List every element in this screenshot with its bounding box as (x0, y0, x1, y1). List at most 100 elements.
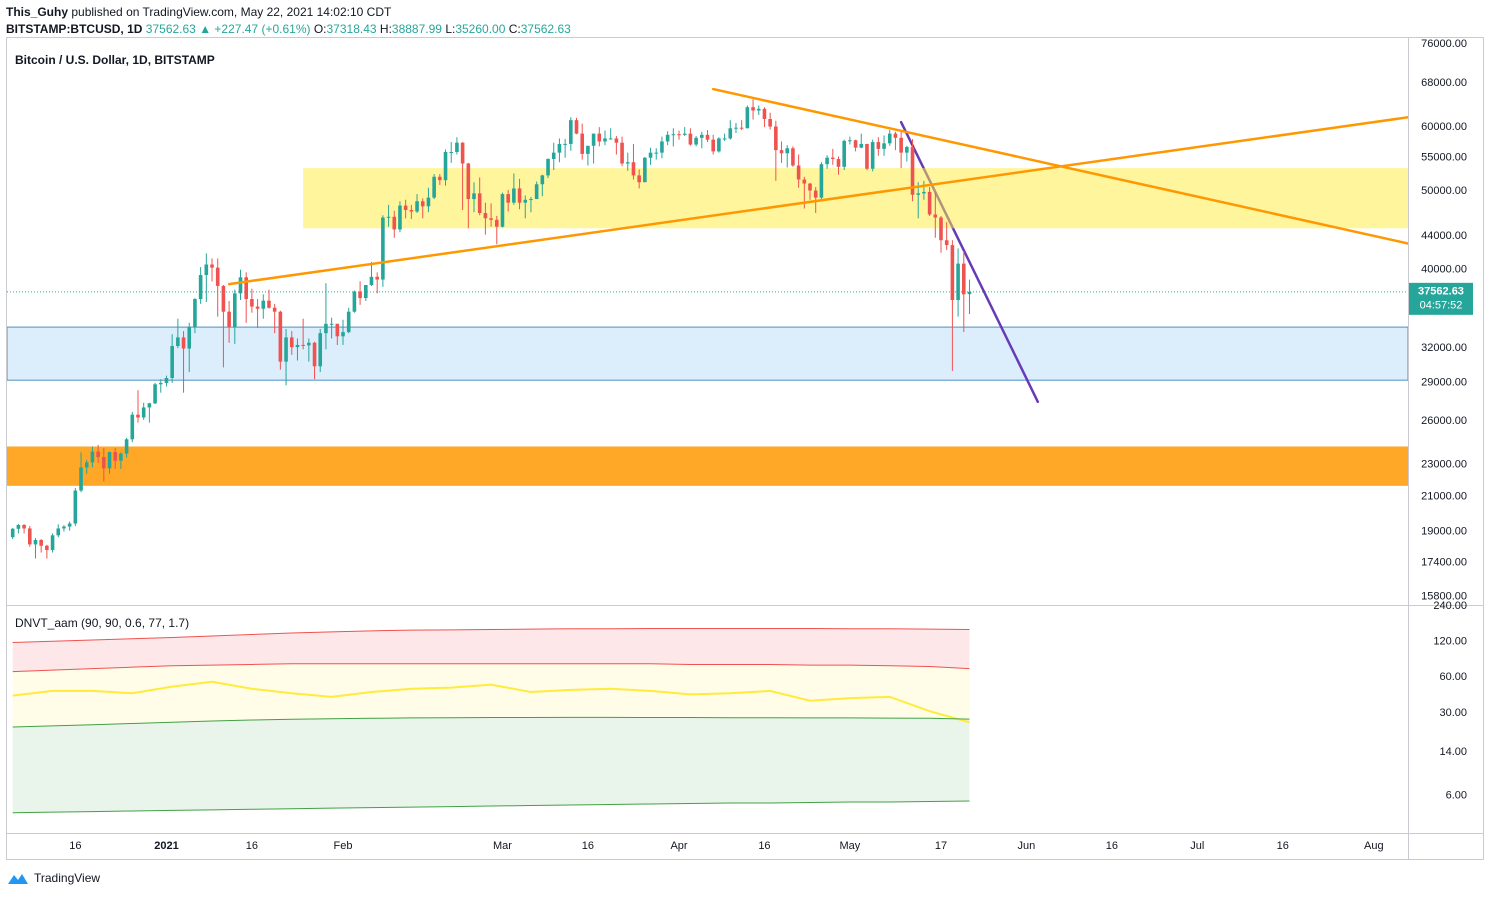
candle-body (591, 133, 596, 146)
candle-body (922, 191, 926, 194)
candle-body (728, 128, 733, 139)
candle-body (643, 157, 647, 183)
candle-body (318, 333, 323, 367)
candle-body (557, 143, 562, 153)
indicator-title: DNVT_aam (90, 90, 0.6, 77, 1.7) (15, 616, 189, 630)
candle-body (905, 147, 909, 153)
countdown: 04:57:52 (1420, 300, 1463, 312)
y-tick-label: 50000.00 (1421, 185, 1467, 197)
candle-body (620, 142, 624, 164)
candle-body (546, 158, 550, 176)
candle-body (961, 263, 966, 295)
candle-body (415, 201, 419, 212)
candle-body (22, 524, 26, 529)
candle-body (426, 197, 431, 207)
candle-body (819, 164, 824, 198)
y-tick-label: 76000.00 (1421, 38, 1467, 50)
y-tick-label: 60000.00 (1421, 121, 1467, 133)
candle-body (204, 264, 209, 276)
candle-body (893, 133, 898, 138)
candle-body (352, 291, 357, 312)
candle-body (756, 108, 761, 111)
candle-body (517, 188, 522, 203)
candle-body (84, 462, 89, 468)
candle-body (449, 152, 454, 154)
candle-body (96, 451, 100, 458)
candle-body (910, 147, 915, 195)
candle-body (62, 526, 66, 529)
candle-body (836, 158, 841, 167)
candle-body (477, 193, 482, 214)
candle-body (329, 323, 334, 325)
candle-body (346, 311, 351, 333)
candle-body (500, 194, 505, 227)
candle-body (950, 245, 955, 301)
indicator-line (12, 627, 970, 643)
axes: 16 2021 16 Feb Mar 16 Apr 16 May 17 Jun 16 Jul 16 Aug 7… (69, 38, 1473, 852)
x-tick-label: Jul (1190, 840, 1204, 852)
candle-body (369, 276, 374, 286)
candle-body (779, 150, 784, 154)
candle-body (688, 133, 693, 145)
candle-body (210, 264, 214, 268)
candle-body (443, 152, 448, 181)
candle-body (45, 545, 49, 550)
candle-body (147, 403, 152, 408)
candle-body (238, 277, 243, 294)
candle-body (956, 263, 960, 301)
candle-body (158, 382, 163, 385)
candle-body (603, 138, 607, 142)
candle-body (233, 293, 237, 327)
candle-body (802, 179, 807, 184)
candle-body (10, 528, 15, 538)
candle-body (648, 152, 653, 158)
candle-body (813, 190, 818, 198)
candle-body (671, 134, 676, 136)
y-tick-label: 44000.00 (1421, 230, 1467, 242)
symbol: BITSTAMP:BTCUSD, 1D (6, 22, 143, 36)
candle-body (73, 490, 78, 524)
candle-body (301, 344, 305, 346)
band-fill (12, 628, 970, 672)
candle-body (830, 157, 835, 159)
candle-body (654, 152, 659, 154)
candle-body (455, 142, 459, 153)
candle-body (438, 176, 442, 181)
candle-body (136, 414, 140, 418)
candle-body (848, 140, 852, 142)
candle-body (512, 188, 516, 203)
candle-body (307, 342, 311, 346)
candle-body (791, 148, 795, 166)
candle-body (768, 118, 772, 127)
zone (7, 326, 1408, 381)
indicator-line (12, 800, 970, 814)
candle-body (842, 140, 846, 167)
candle-body (739, 127, 744, 129)
candle-body (107, 452, 112, 469)
candle-body (403, 205, 408, 211)
candle-body (483, 213, 488, 219)
y-tick-label: 26000.00 (1421, 415, 1467, 427)
zone (7, 446, 1408, 486)
published: published on TradingView.com, May 22, 20… (71, 5, 392, 19)
candle-body (665, 134, 670, 142)
trend-line (227, 116, 1408, 286)
y-tick-label: 120.00 (1433, 636, 1467, 648)
candle-body (289, 337, 294, 348)
candle-body (295, 344, 300, 348)
candle-body (796, 165, 801, 180)
candle-body (244, 277, 248, 300)
publish-line: This_Guhy published on TradingView.com, … (6, 5, 391, 19)
price-pane (7, 87, 1408, 559)
candle-body (580, 133, 585, 154)
candle-body (153, 384, 157, 404)
y-tick-label: 17400.00 (1421, 556, 1467, 568)
y-tick-label: 14.00 (1439, 746, 1467, 758)
indicator-pane (12, 627, 970, 814)
ohlc-value: 37318.43 (326, 22, 377, 36)
ohlc-label: L: (445, 22, 456, 36)
candle-body (187, 326, 192, 349)
x-tick-label: Jun (1018, 840, 1036, 852)
y-tick-label: 240.00 (1433, 600, 1467, 612)
